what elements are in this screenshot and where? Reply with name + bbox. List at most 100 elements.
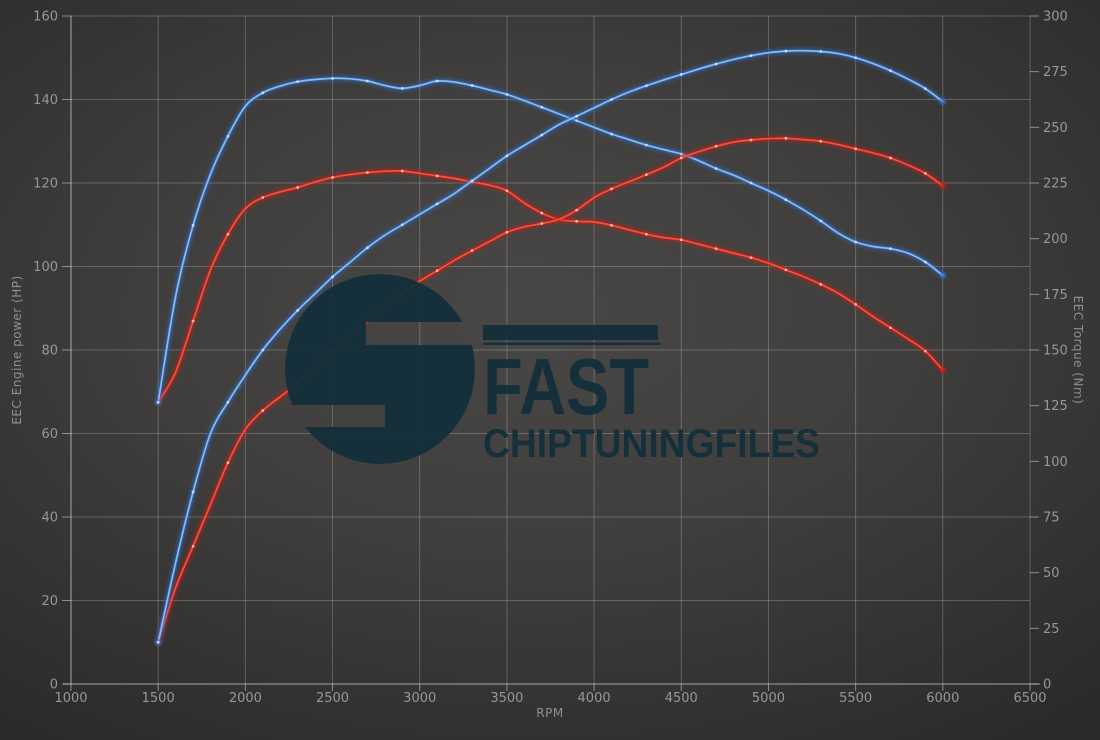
blue-torque-marker [470,84,474,87]
blue-torque-marker [505,92,509,96]
red-power-endpoint [939,182,947,190]
red-power-marker [610,187,613,191]
left-axis-title: EEC Engine power (HP) [10,275,24,425]
blue-power-marker [645,84,648,88]
red-power-marker [575,208,579,212]
right-tick-label: 50 [1043,566,1060,581]
red-torque-marker [435,174,439,178]
right-tick-label: 175 [1043,288,1068,303]
x-axis-title: RPM [536,706,564,720]
x-tick-label: 3000 [403,691,436,706]
blue-power-marker [889,69,892,73]
blue-torque-marker [889,247,892,251]
red-power-marker [191,544,195,548]
red-torque-marker [400,169,404,173]
left-tick-label: 80 [41,344,58,359]
red-torque-marker [889,326,892,330]
red-torque-marker [540,211,544,215]
red-power-marker [679,156,683,160]
x-tick-label: 6500 [1013,691,1046,706]
axes [62,15,1040,691]
red-power-marker [645,173,648,177]
red-power-marker [714,144,718,148]
red-torque-marker [923,349,927,353]
red-power-marker [435,269,439,273]
red-torque-marker [296,186,300,189]
blue-torque-marker [261,91,265,95]
blue-power-marker [923,87,927,91]
x-tick-label: 1000 [54,691,87,706]
red-power-marker [854,147,858,151]
red-power-marker [923,171,927,175]
blue-torque-marker [854,240,858,244]
red-power-marker [889,156,892,160]
right-tick-label: 275 [1043,65,1068,80]
left-tick-label: 100 [33,260,58,275]
red-torque-marker [505,189,509,193]
left-tick-label: 160 [33,10,58,25]
blue-torque-marker [679,152,683,156]
blue-power-marker [191,490,195,494]
red-torque-marker [749,256,753,259]
red-torque-marker [784,268,788,272]
x-tick-label: 2500 [316,691,349,706]
blue-torque-marker [610,132,613,136]
blue-torque-marker [645,143,648,147]
x-tick-label: 3500 [490,691,523,706]
red-torque-line [157,169,944,404]
blue-power-curve [153,46,948,647]
blue-torque-line [157,77,944,404]
blue-power-marker [435,202,439,206]
blue-torque-marker [400,86,404,90]
x-tick-label: 6000 [926,691,959,706]
blue-power-marker [470,179,474,183]
left-tick-label: 120 [33,177,58,192]
blue-power-marker [610,98,613,101]
right-tick-label: 125 [1043,399,1068,414]
x-tick-label: 4000 [578,691,611,706]
blue-power-marker [366,246,369,250]
x-tick-label: 1500 [142,691,175,706]
right-tick-label: 100 [1043,455,1068,470]
blue-power-marker [714,62,718,66]
logo-text-chiptuningfiles: CHIPTUNINGFILES [483,422,820,466]
blue-torque-marker [191,223,195,227]
red-torque-endpoint [939,366,947,374]
x-tick-label: 2000 [229,691,262,706]
logo-thin-rule [483,342,660,345]
blue-power-marker [540,133,544,137]
blue-torque-marker [366,79,369,83]
x-tick-label: 5000 [752,691,785,706]
red-torque-curve [153,166,948,407]
right-tick-label: 150 [1043,344,1068,359]
blue-torque-marker [784,198,788,202]
red-power-marker [261,409,265,412]
blue-power-marker [505,154,509,158]
blue-power-marker [575,114,579,118]
right-tick-label: 300 [1043,10,1068,25]
right-tick-label: 0 [1043,678,1051,693]
red-torque-marker [191,319,195,323]
right-tick-label: 75 [1043,511,1060,526]
blue-torque-marker [923,260,927,264]
blue-power-marker [400,223,404,227]
red-power-marker [540,222,544,225]
blue-power-marker [854,56,858,60]
blue-power-marker [261,348,265,352]
right-tick-label: 25 [1043,622,1060,637]
blue-power-marker [296,308,300,312]
red-torque-marker [575,219,579,223]
x-tick-label: 5500 [839,691,872,706]
x-tick-label: 4500 [665,691,698,706]
right-tick-label: 200 [1043,232,1068,247]
left-tick-label: 60 [41,427,58,442]
red-power-marker [470,249,474,253]
blue-torque-curve [153,73,948,407]
blue-power-marker [784,49,788,53]
blue-torque-marker [296,80,300,84]
logo-text-fast: FAST [483,342,649,431]
blue-torque-marker [749,181,753,185]
red-torque-marker [610,223,613,227]
